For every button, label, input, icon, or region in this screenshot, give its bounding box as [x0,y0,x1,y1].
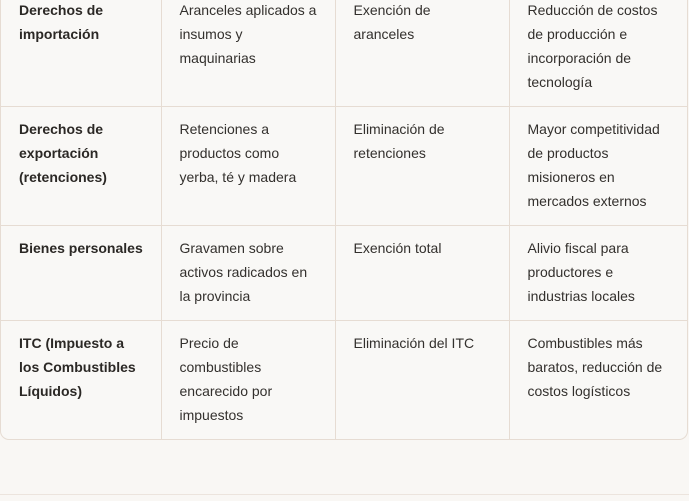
measure-cell: Exención total [335,225,510,321]
measure-cell: Eliminación del ITC [335,320,510,439]
table-row: Bienes personales Gravamen sobre activos… [1,225,687,321]
measure-cell: Eliminación de retenciones [335,106,510,226]
situation-cell: Retenciones a productos como yerba, té y… [161,106,336,226]
tax-cell: ITC (Impuesto a los Combustibles Líquido… [1,320,162,439]
tax-cell: Derechos de exportación (retenciones) [1,106,162,226]
impact-cell: Alivio fiscal para productores e industr… [509,225,687,321]
table-row: Derechos de exportación (retenciones) Re… [1,106,687,226]
tax-table-container: Derechos de importación Aranceles aplica… [0,0,688,440]
tax-cell: Derechos de importación [1,0,162,107]
table-row: Derechos de importación Aranceles aplica… [1,0,687,107]
measure-cell: Exención de aranceles [335,0,510,107]
situation-cell: Gravamen sobre activos radicados en la p… [161,225,336,321]
situation-cell: Aranceles aplicados a insumos y maquinar… [161,0,336,107]
tax-cell: Bienes personales [1,225,162,321]
divider [0,494,689,495]
impact-cell: Combustibles más baratos, reducción de c… [527,335,663,399]
impact-cell: Reducción de costos de producción e inco… [509,0,687,107]
tax-table: Derechos de importación Aranceles aplica… [1,0,687,439]
table-row: ITC (Impuesto a los Combustibles Líquido… [1,320,687,439]
impact-cell: Mayor competitividad de productos mision… [509,106,687,226]
situation-cell: Precio de combustibles encarecido por im… [161,320,336,439]
